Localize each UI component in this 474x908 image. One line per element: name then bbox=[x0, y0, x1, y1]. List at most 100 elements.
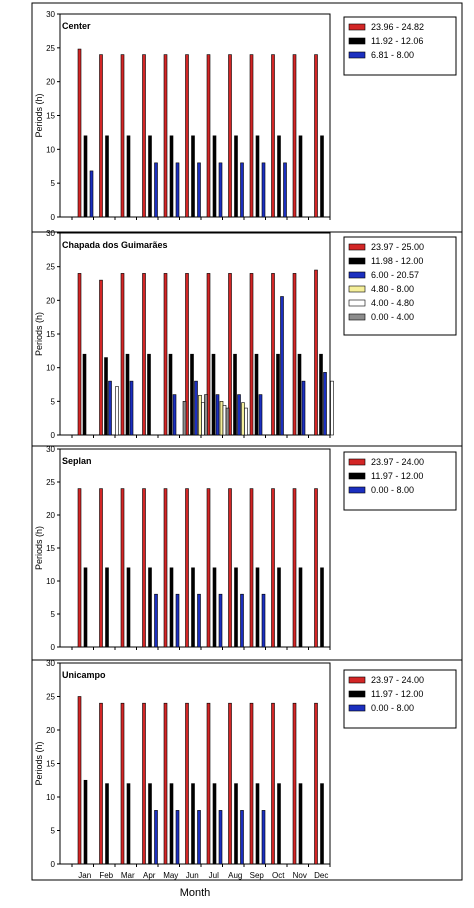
y-tick-label: 20 bbox=[46, 511, 55, 520]
x-tick-label: Jun bbox=[186, 871, 199, 880]
bar-red-jul bbox=[206, 488, 211, 648]
bar-black-jun bbox=[190, 353, 194, 436]
bar-blue-aug bbox=[237, 394, 241, 436]
legend-label: 0.00 - 8.00 bbox=[371, 485, 414, 495]
bar-red-jul bbox=[206, 54, 211, 218]
y-tick-label: 15 bbox=[46, 760, 55, 769]
bar-black-feb bbox=[105, 783, 109, 865]
bar-yellow-jul bbox=[219, 401, 224, 436]
x-tick-label: May bbox=[163, 871, 178, 880]
chart-title: Chapada dos Guimarães bbox=[62, 240, 168, 250]
bar-white-aug bbox=[244, 407, 248, 436]
bar-blue-jan bbox=[89, 170, 94, 218]
bar-white-feb bbox=[115, 386, 119, 436]
y-tick-label: 20 bbox=[46, 78, 55, 87]
bar-gray-jun bbox=[204, 394, 208, 436]
bar-blue-aug bbox=[240, 162, 244, 218]
y-axis-label: Periods (h) bbox=[34, 741, 44, 785]
legend-swatch-black bbox=[348, 472, 366, 480]
chart-title: Unicampo bbox=[62, 670, 106, 680]
bar-red-may bbox=[163, 54, 168, 218]
bar-blue-dec bbox=[323, 372, 327, 436]
bar-red-jul bbox=[206, 702, 211, 865]
chart-panel-3: 0 5 10 15 20 25 30 Periods (h) Unicampo 23.97 - 2… bbox=[31, 659, 463, 881]
bar-black-mar bbox=[125, 353, 130, 436]
x-tick-label: Mar bbox=[121, 871, 135, 880]
bar-black-sep bbox=[255, 783, 260, 865]
x-tick-label: Apr bbox=[143, 871, 156, 880]
y-tick-label: 30 bbox=[46, 659, 55, 668]
x-axis-label: Month bbox=[180, 887, 211, 899]
y-tick-label: 10 bbox=[46, 577, 55, 586]
bar-blue-jun bbox=[197, 810, 201, 865]
bar-red-sep bbox=[249, 488, 254, 648]
bar-yellow-jun bbox=[198, 394, 202, 436]
bar-black-sep bbox=[255, 567, 260, 648]
bar-red-jan bbox=[77, 48, 82, 218]
bar-red-sep bbox=[249, 273, 254, 436]
bar-black-aug bbox=[233, 353, 237, 436]
bar-blue-sep bbox=[261, 593, 266, 648]
legend-label: 4.00 - 4.80 bbox=[371, 298, 414, 308]
bar-blue-jul bbox=[218, 810, 223, 865]
bar-red-mar bbox=[120, 702, 125, 865]
bar-black-mar bbox=[126, 135, 131, 218]
y-tick-label: 15 bbox=[46, 330, 55, 339]
y-axis-label: Periods (h) bbox=[34, 526, 44, 570]
bar-blue-apr bbox=[154, 162, 158, 218]
y-tick-label: 25 bbox=[46, 44, 55, 53]
legend-swatch-blue bbox=[348, 51, 366, 59]
bar-black-dec bbox=[320, 135, 324, 218]
chart-title: Seplan bbox=[62, 456, 92, 466]
bar-red-jan bbox=[77, 488, 82, 648]
x-tick-label: Oct bbox=[272, 871, 285, 880]
y-tick-label: 5 bbox=[51, 610, 56, 619]
bar-black-nov bbox=[298, 135, 303, 218]
bar-black-oct bbox=[277, 783, 281, 865]
bar-black-jul bbox=[212, 135, 217, 218]
bar-yellow-aug bbox=[241, 402, 245, 436]
y-tick-label: 10 bbox=[46, 364, 55, 373]
bar-red-oct bbox=[271, 488, 275, 648]
x-tick-label: Feb bbox=[99, 871, 113, 880]
legend-swatch-black bbox=[348, 690, 366, 698]
bar-red-aug bbox=[228, 488, 232, 648]
y-tick-label: 30 bbox=[46, 445, 55, 454]
legend-label: 23.97 - 24.00 bbox=[371, 457, 424, 467]
chart-panel-2: 0 5 10 15 20 25 30 Periods (h) Seplan 23.97 - 24.… bbox=[31, 445, 463, 661]
y-tick-label: 20 bbox=[46, 726, 55, 735]
bar-black-sep bbox=[255, 135, 260, 218]
legend-label: 0.00 - 4.00 bbox=[371, 312, 414, 322]
bar-white-dec bbox=[330, 380, 334, 436]
y-tick-label: 0 bbox=[51, 643, 56, 652]
bar-blue-may bbox=[175, 593, 180, 648]
bar-gray-jul bbox=[225, 407, 230, 436]
bar-red-mar bbox=[120, 488, 125, 648]
y-tick-label: 25 bbox=[46, 263, 55, 272]
bar-blue-jul bbox=[218, 593, 223, 648]
bar-black-apr bbox=[148, 783, 152, 865]
legend-swatch-blue bbox=[348, 271, 366, 279]
bar-red-may bbox=[163, 488, 168, 648]
legend: 23.97 - 24.00 11.97 - 12.00 0.00 - 8.00 bbox=[343, 451, 457, 511]
bar-red-mar bbox=[120, 273, 125, 436]
bar-black-feb bbox=[105, 135, 109, 218]
x-tick-label: Nov bbox=[293, 871, 307, 880]
bar-red-jun bbox=[185, 488, 189, 648]
bar-red-aug bbox=[228, 702, 232, 865]
legend-swatch-black bbox=[348, 257, 366, 265]
bar-black-jun bbox=[191, 783, 195, 865]
legend: 23.97 - 25.00 11.98 - 12.00 6.00 - 20.57 4.… bbox=[343, 236, 457, 336]
bar-red-dec bbox=[314, 488, 318, 648]
legend-label: 11.97 - 12.00 bbox=[371, 689, 423, 699]
bar-red-aug bbox=[228, 54, 232, 218]
y-tick-label: 10 bbox=[46, 145, 55, 154]
bar-blue-jul bbox=[218, 162, 223, 218]
bar-blue-sep bbox=[261, 810, 266, 865]
bar-red-sep bbox=[249, 54, 254, 218]
bar-black-oct bbox=[277, 567, 281, 648]
legend-label: 4.80 - 8.00 bbox=[371, 284, 414, 294]
panel-frame bbox=[31, 659, 463, 881]
y-tick-label: 0 bbox=[51, 431, 56, 440]
